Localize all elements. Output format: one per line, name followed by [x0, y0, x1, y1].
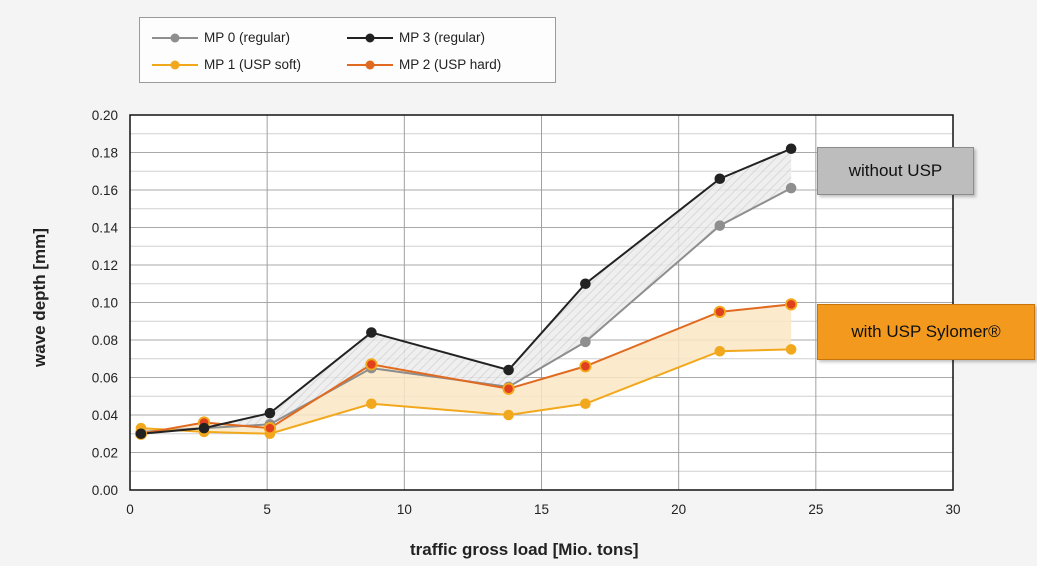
data-point [366, 398, 377, 410]
data-point [580, 336, 591, 348]
data-point [785, 298, 798, 311]
x-axis-title: traffic gross load [Mio. tons] [410, 540, 639, 559]
x-tick-label: 20 [671, 502, 686, 517]
data-point [502, 382, 515, 395]
data-point [785, 344, 797, 355]
data-point [714, 173, 726, 185]
legend-swatch-mp3 [347, 33, 393, 43]
data-point [713, 305, 726, 318]
x-tick-label: 30 [945, 502, 960, 517]
legend-label-mp2: MP 2 (USP hard) [399, 57, 502, 72]
series-line [140, 348, 792, 435]
x-tick-label: 25 [808, 502, 823, 517]
series-line [140, 147, 792, 435]
data-point [503, 364, 514, 376]
legend-label-mp1: MP 1 (USP soft) [204, 57, 302, 72]
legend-swatch-mp1 [152, 60, 198, 70]
annotation-without-usp: without USP [817, 147, 974, 195]
legend: MP 0 (regular) MP 3 (regular) MP 1 (USP … [139, 17, 556, 83]
band-without-usp [140, 148, 792, 434]
y-tick-label: 0.08 [92, 333, 118, 348]
y-tick-label: 0.18 [92, 146, 118, 161]
data-point [264, 407, 276, 419]
data-point [135, 428, 147, 440]
y-tick-label: 0.14 [92, 221, 119, 236]
y-tick-label: 0.00 [92, 483, 118, 498]
series-line [140, 303, 792, 435]
y-tick-label: 0.16 [92, 183, 118, 198]
data-point [714, 220, 726, 231]
plot-border [129, 114, 954, 491]
data-point [366, 327, 377, 338]
data-point [579, 360, 592, 373]
annotation-with-usp: with USP Sylomer® [817, 304, 1035, 360]
x-tick-label: 15 [534, 502, 549, 517]
y-tick-label: 0.10 [92, 296, 118, 311]
x-tick-label: 5 [263, 502, 271, 517]
legend-label-mp0: MP 0 (regular) [204, 30, 291, 45]
legend-swatch-mp2 [347, 60, 393, 70]
data-point [580, 278, 591, 290]
data-point [263, 422, 277, 435]
legend-swatch-mp0 [152, 33, 198, 43]
data-point [198, 422, 210, 434]
y-tick-label: 0.04 [92, 408, 119, 423]
data-point [365, 358, 378, 371]
y-axis-title: wave depth [mm] [30, 228, 49, 367]
y-tick-label: 0.12 [92, 258, 118, 273]
x-tick-label: 0 [126, 502, 134, 517]
data-point [785, 182, 797, 194]
x-tick-label: 10 [397, 502, 412, 517]
band-with-usp [140, 304, 792, 434]
data-point [503, 409, 514, 421]
data-point [785, 143, 797, 155]
y-tick-label: 0.20 [92, 108, 118, 123]
data-point [714, 345, 726, 357]
data-point [580, 398, 591, 410]
y-tick-label: 0.06 [92, 371, 118, 386]
y-tick-label: 0.02 [92, 446, 118, 461]
legend-label-mp3: MP 3 (regular) [399, 30, 486, 45]
